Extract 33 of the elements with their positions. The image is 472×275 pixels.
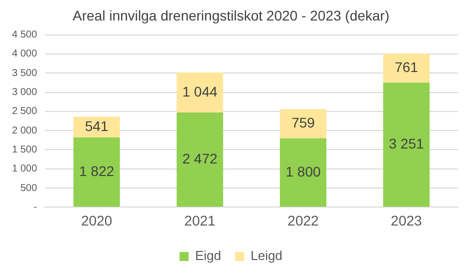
legend-label: Eigd <box>195 248 222 264</box>
y-tick-label: 2 500 <box>12 106 38 118</box>
bar <box>73 116 120 138</box>
legend-label: Leigd <box>250 248 282 264</box>
data-label: 759 <box>291 114 316 131</box>
data-label: 2 472 <box>182 150 218 166</box>
bar <box>73 137 120 207</box>
data-label: 3 251 <box>388 136 424 152</box>
y-tick-label: 1 000 <box>12 164 38 175</box>
chart-title: Areal innvilga dreneringstilskot 2020 - 2023 (dekar) <box>72 7 390 24</box>
data-label: 541 <box>84 118 109 134</box>
y-tick-label: 3 500 <box>12 68 38 79</box>
y-tick-label: 2 000 <box>12 125 38 136</box>
y-tick-label: 4 500 <box>12 30 38 41</box>
data-label: 1 044 <box>182 83 218 100</box>
bar <box>383 82 430 207</box>
data-label: 1 822 <box>79 162 114 179</box>
y-tick-label: 4 000 <box>12 48 38 60</box>
y-tick-label: 500 <box>20 182 38 194</box>
y-tick-label: - <box>34 202 38 213</box>
x-tick-label: 2021 <box>184 212 216 228</box>
x-tick-label: 2023 <box>390 212 422 228</box>
y-tick-label: 3 000 <box>12 87 38 98</box>
data-label: 1 800 <box>286 163 321 180</box>
data-label: 761 <box>394 58 418 75</box>
bar <box>280 138 326 207</box>
x-tick-label: 2022 <box>288 212 319 228</box>
bar <box>280 109 326 138</box>
x-tick-label: 2020 <box>81 212 112 228</box>
bar <box>383 53 430 83</box>
bar <box>176 72 224 112</box>
y-tick-label: 1 500 <box>12 144 38 156</box>
bar <box>176 112 224 207</box>
